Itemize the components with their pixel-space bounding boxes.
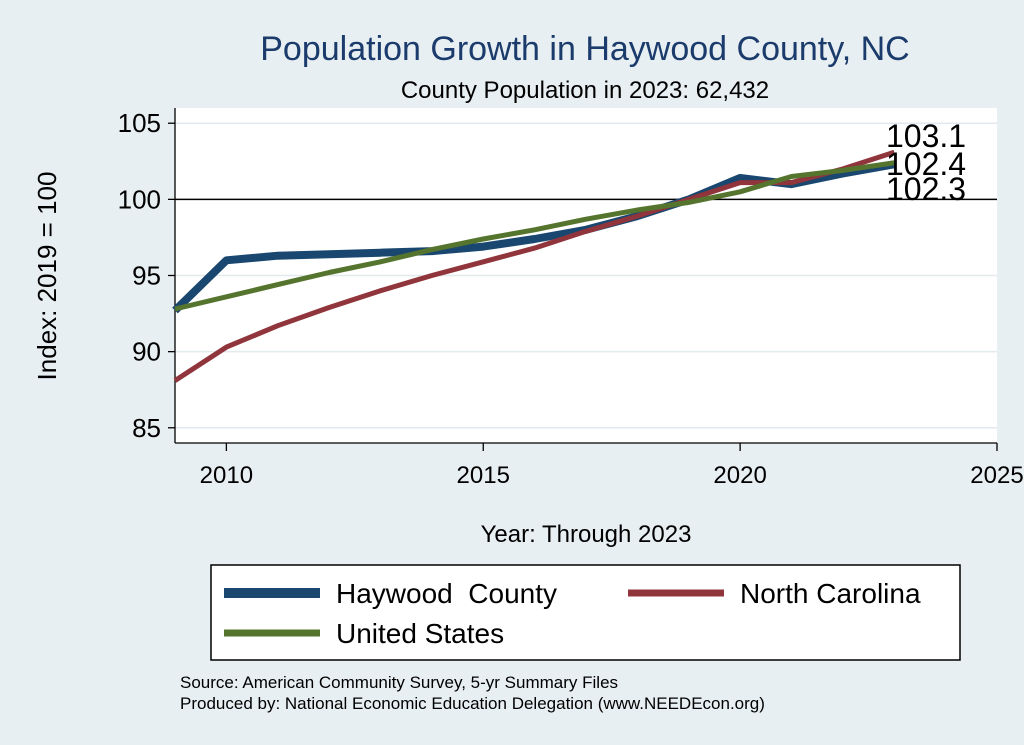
end-label-north-carolina: 103.1 <box>886 118 966 154</box>
producer-note: Produced by: National Economic Education… <box>180 694 765 713</box>
legend-label-haywood-county: Haywood County <box>336 578 557 609</box>
x-tick-label-2025: 2025 <box>970 462 1023 489</box>
series-lines <box>172 149 896 383</box>
y-tick-label-105: 105 <box>118 108 161 138</box>
y-axis-title: Index: 2019 = 100 <box>32 172 62 381</box>
legend-label-north-carolina: North Carolina <box>740 578 921 609</box>
end-label-united-states: 102.4 <box>886 146 966 182</box>
legend-label-united-states: United States <box>336 618 504 649</box>
legend: Haywood County North Carolina United State… <box>224 578 921 649</box>
y-tick-label-90: 90 <box>132 337 161 367</box>
chart-subtitle: County Population in 2023: 62,432 <box>401 77 769 104</box>
y-tick-label-85: 85 <box>132 413 161 443</box>
y-tick-label-100: 100 <box>118 184 161 214</box>
x-tick-label-2010: 2010 <box>200 462 253 489</box>
end-label-haywood-county: 102.3 <box>886 171 966 207</box>
x-tick-label-2015: 2015 <box>457 462 510 489</box>
legend-box <box>210 564 961 661</box>
y-tick-label-95: 95 <box>132 261 161 291</box>
axes: 85 90 95 100 105 2010 2015 2020 2025 <box>118 108 1024 489</box>
chart-title: Population Growth in Haywood County, NC <box>260 30 909 68</box>
source-note: Source: American Community Survey, 5-yr … <box>180 673 618 692</box>
x-axis-title: Year: Through 2023 <box>481 521 692 548</box>
series-line-united-states <box>174 160 895 312</box>
x-tick-label-2020: 2020 <box>713 462 766 489</box>
